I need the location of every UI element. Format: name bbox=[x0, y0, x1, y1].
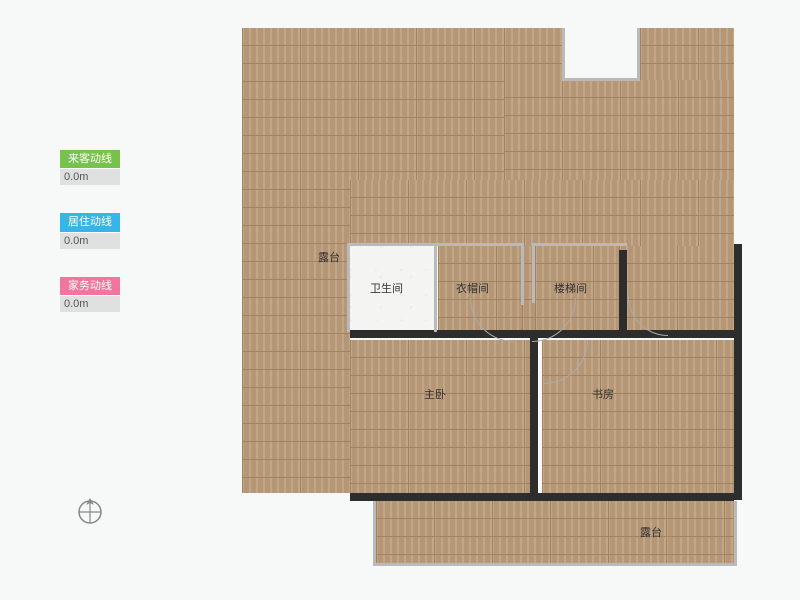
wall-right-outer bbox=[734, 244, 742, 500]
compass-icon bbox=[75, 495, 105, 525]
label-stair: 楼梯间 bbox=[554, 280, 587, 296]
legend-item-guest: 来客动线 0.0m bbox=[60, 150, 120, 185]
legend-value-living: 0.0m bbox=[60, 232, 120, 249]
room-balcony-s bbox=[376, 501, 734, 563]
twall-bath-left bbox=[347, 243, 350, 332]
room-corridor-c bbox=[619, 246, 734, 338]
room-main-c bbox=[504, 80, 734, 180]
twall-closet-right bbox=[521, 243, 524, 305]
legend-header-living: 居住动线 bbox=[60, 213, 120, 231]
legend-value-guest: 0.0m bbox=[60, 168, 120, 185]
twall-stair-top bbox=[532, 243, 627, 246]
legend-item-chore: 家务动线 0.0m bbox=[60, 277, 120, 312]
legend-header-chore: 家务动线 bbox=[60, 277, 120, 295]
room-master-bed bbox=[350, 340, 530, 493]
twall-bath-right bbox=[434, 246, 437, 332]
wall-south bbox=[350, 493, 734, 501]
label-balcony-s: 露台 bbox=[640, 524, 662, 540]
twall-balcony-s-r bbox=[734, 501, 737, 563]
label-main-area: 露台 bbox=[318, 249, 340, 265]
twall-notch-r bbox=[637, 28, 640, 80]
twall-notch-l bbox=[562, 28, 565, 80]
twall-stair-left bbox=[532, 243, 535, 303]
twall-notch-b bbox=[562, 78, 640, 81]
wall-master-study bbox=[530, 338, 538, 493]
room-notch-l bbox=[504, 28, 562, 80]
label-master: 主卧 bbox=[424, 386, 446, 402]
legend: 来客动线 0.0m 居住动线 0.0m 家务动线 0.0m bbox=[60, 150, 120, 340]
label-closet: 衣帽间 bbox=[456, 280, 489, 296]
label-bathroom: 卫生间 bbox=[370, 280, 403, 296]
room-notch-r bbox=[640, 28, 734, 80]
legend-value-chore: 0.0m bbox=[60, 295, 120, 312]
twall-balcony-s-b bbox=[373, 563, 737, 566]
legend-header-guest: 来客动线 bbox=[60, 150, 120, 168]
twall-balcony-s-l bbox=[373, 501, 376, 563]
room-corridor-a bbox=[350, 180, 734, 246]
legend-item-living: 居住动线 0.0m bbox=[60, 213, 120, 248]
label-study: 书房 bbox=[592, 386, 614, 402]
floorplan: 露台 卫生间 衣帽间 楼梯间 主卧 书房 露台 bbox=[232, 18, 742, 573]
wall-stair-right bbox=[619, 250, 627, 332]
